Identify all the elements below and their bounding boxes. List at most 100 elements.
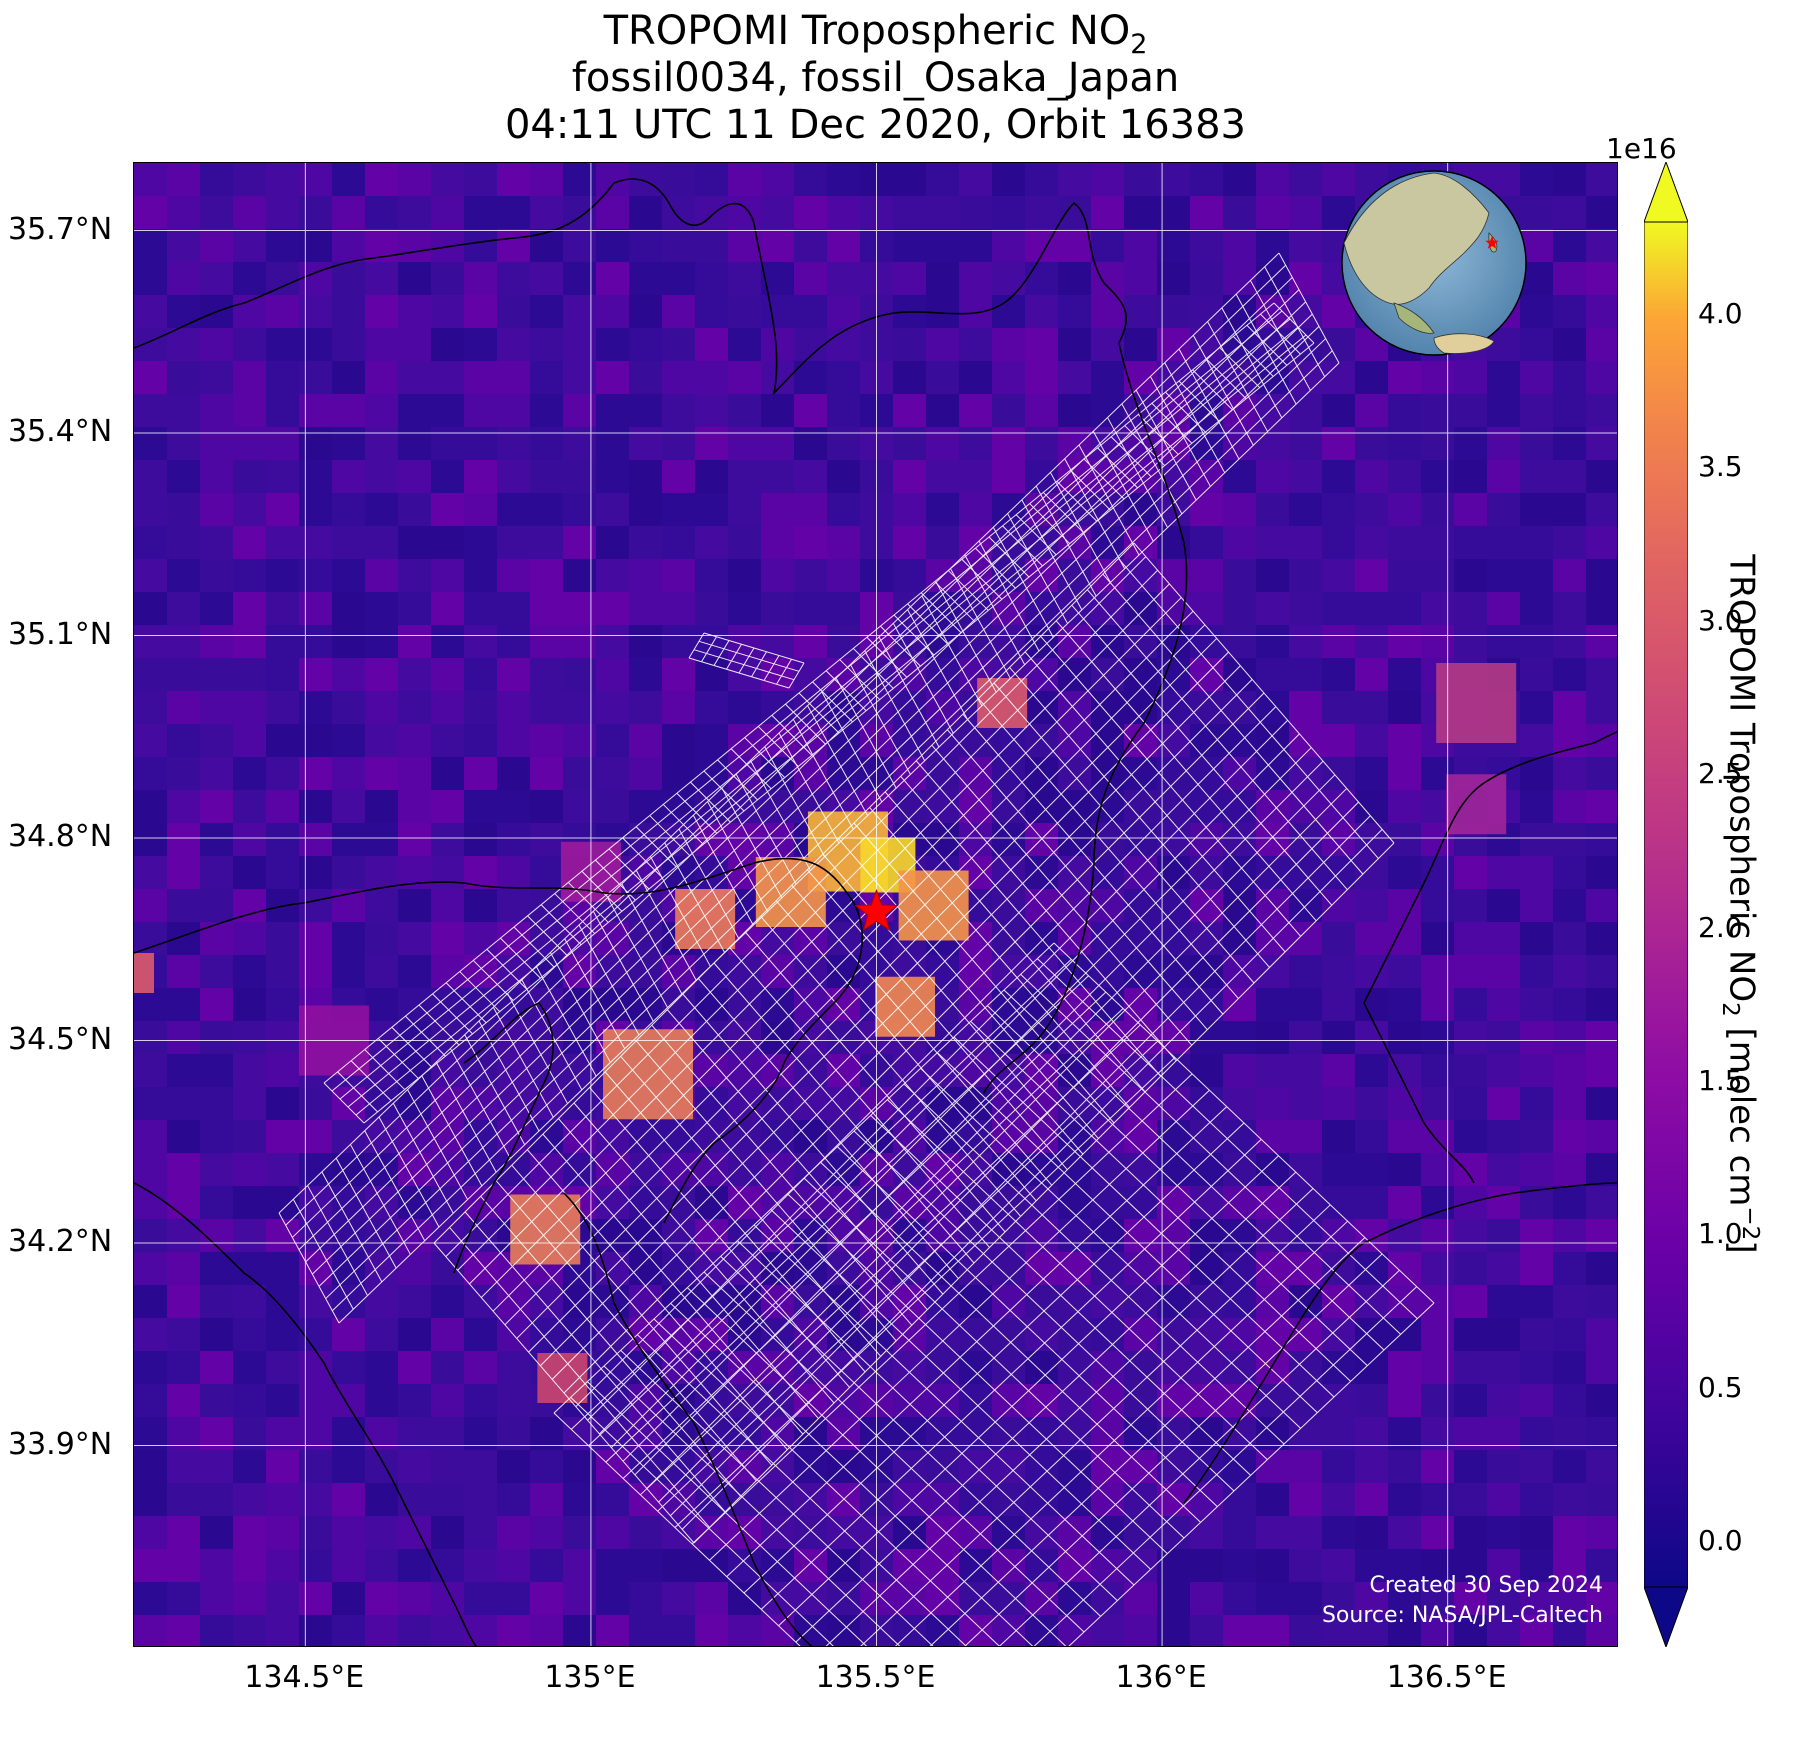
no2-pixel [431,262,464,295]
no2-pixel [398,229,431,262]
no2-pixel [233,592,266,625]
no2-pixel [695,361,728,394]
no2-pixel [1355,1582,1388,1615]
no2-pixel [299,922,332,955]
no2-pixel [332,724,365,757]
no2-pixel [1553,691,1586,724]
no2-pixel [992,1483,1025,1516]
no2-pixel [167,163,200,196]
no2-pixel [1091,922,1124,955]
no2-pixel [1256,823,1289,856]
longitude-tick-label: 135°E [544,1660,636,1695]
footprint-line [676,792,718,834]
no2-pixel [1124,1252,1157,1285]
no2-pixel [266,559,299,592]
no2-pixel [398,196,431,229]
no2-pixel [1421,1285,1454,1318]
no2-pixel [1421,1021,1454,1054]
no2-pixel [1124,262,1157,295]
no2-pixel [1091,1318,1124,1351]
no2-pixel [992,1615,1025,1646]
no2-pixel [662,1351,695,1384]
no2-pixel [794,1582,827,1615]
no2-pixel [1289,262,1322,295]
no2-pixel [1322,988,1355,1021]
no2-pixel [299,229,332,262]
no2-pixel [1322,1153,1355,1186]
no2-pixel [596,1219,629,1252]
footprint-line [335,1157,397,1269]
no2-pixel [959,229,992,262]
no2-pixel [1025,1516,1058,1549]
no2-pixel [1124,295,1157,328]
no2-pixel [926,790,959,823]
footprint-line [516,638,1218,1339]
footprint-line [640,1024,1141,1496]
no2-pixel [1421,922,1454,955]
no2-pixel [629,625,662,658]
footprint-line [285,264,1287,1226]
footprint-line [1121,403,1183,515]
no2-pixel [893,361,926,394]
no2-pixel [1388,559,1421,592]
no2-pixel [1487,1318,1520,1351]
footprint-line [749,760,811,871]
no2-pixel [200,163,233,196]
no2-pixel [398,1615,431,1646]
map-title-line-3: 04:11 UTC 11 Dec 2020, Orbit 16383 [504,102,1247,148]
no2-pixel [1487,1417,1520,1450]
no2-pixel [728,526,761,559]
no2-pixel [695,592,728,625]
no2-pixel [596,493,629,526]
no2-pixel [1553,526,1586,559]
no2-pixel [1355,1351,1388,1384]
no2-pixel [596,295,629,328]
no2-pixel [629,1120,662,1153]
no2-hotspot [1436,663,1517,743]
no2-pixel [1454,1549,1487,1582]
no2-pixel [761,559,794,592]
no2-pixel [134,394,167,427]
no2-pixel [926,823,959,856]
no2-pixel [1091,790,1124,823]
no2-pixel [233,361,266,394]
no2-pixel [596,592,629,625]
no2-pixel [794,262,827,295]
no2-pixel [530,757,563,790]
no2-pixel [992,1582,1025,1615]
no2-pixel [662,1615,695,1646]
no2-pixel [1256,658,1289,691]
no2-pixel [1355,955,1388,988]
no2-pixel [464,625,497,658]
no2-pixel [1388,1318,1421,1351]
no2-pixel [1487,1582,1520,1615]
footprint-line [730,748,772,790]
no2-pixel [1586,1549,1617,1582]
footprint-line [839,659,881,700]
no2-pixel [431,295,464,328]
no2-pixel [629,196,662,229]
no2-pixel [200,1615,233,1646]
no2-pixel [1553,1384,1586,1417]
no2-pixel [200,1285,233,1318]
no2-pixel [1124,592,1157,625]
no2-pixel [1223,1450,1256,1483]
no2-pixel [1256,526,1289,559]
no2-pixel [1487,1252,1520,1285]
no2-pixel [134,922,167,955]
no2-pixel [299,757,332,790]
footprint-line [921,595,983,707]
no2-pixel [167,1417,200,1450]
no2-pixel [662,592,695,625]
no2-pixel [794,1087,827,1120]
no2-pixel [1586,1186,1617,1219]
no2-pixel [299,1516,332,1549]
no2-pixel [1421,526,1454,559]
no2-pixel [332,691,365,724]
no2-pixel [431,361,464,394]
no2-pixel [497,1450,530,1483]
no2-pixel [1553,361,1586,394]
no2-pixel [530,1285,563,1318]
no2-pixel [233,724,266,757]
no2-pixel [233,955,266,988]
